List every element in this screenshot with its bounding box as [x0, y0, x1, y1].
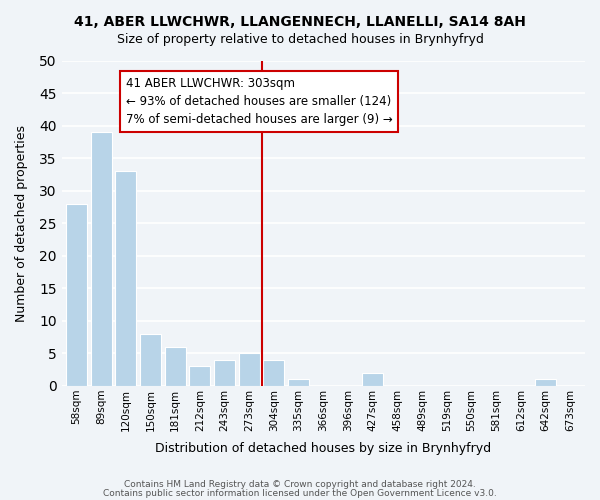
Bar [263, 360, 284, 386]
Text: Contains HM Land Registry data © Crown copyright and database right 2024.: Contains HM Land Registry data © Crown c… [124, 480, 476, 489]
X-axis label: Distribution of detached houses by size in Brynhyfryd: Distribution of detached houses by size … [155, 442, 491, 455]
Text: Contains public sector information licensed under the Open Government Licence v3: Contains public sector information licen… [103, 488, 497, 498]
Text: 41 ABER LLWCHWR: 303sqm
← 93% of detached houses are smaller (124)
7% of semi-de: 41 ABER LLWCHWR: 303sqm ← 93% of detache… [126, 77, 392, 126]
Bar [288, 380, 309, 386]
Bar [214, 360, 235, 386]
Bar [362, 373, 383, 386]
Bar [190, 366, 211, 386]
Bar [115, 171, 136, 386]
Bar [535, 380, 556, 386]
Bar [91, 132, 112, 386]
Bar [140, 334, 161, 386]
Bar [239, 354, 260, 386]
Text: Size of property relative to detached houses in Brynhyfryd: Size of property relative to detached ho… [116, 32, 484, 46]
Text: 41, ABER LLWCHWR, LLANGENNECH, LLANELLI, SA14 8AH: 41, ABER LLWCHWR, LLANGENNECH, LLANELLI,… [74, 15, 526, 29]
Bar [164, 347, 185, 386]
Y-axis label: Number of detached properties: Number of detached properties [15, 124, 28, 322]
Bar [66, 204, 87, 386]
